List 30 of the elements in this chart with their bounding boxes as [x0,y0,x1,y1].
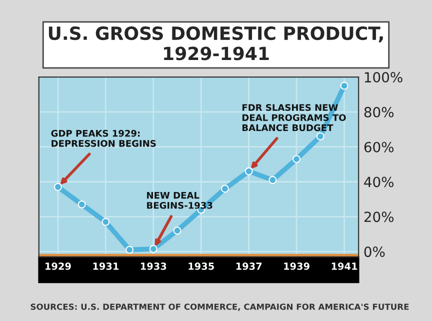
point [149,244,158,253]
x-tick-label: 1935 [188,262,214,270]
y-tick-label: 20% [364,212,394,222]
chart-title: U.S. GROSS DOMESTIC PRODUCT, 1929-1941 [48,26,383,60]
annotation: GDP PEAKS 1929: DEPRESSION BEGINS [51,130,156,147]
source-note: SOURCES: U.S. DEPARTMENT OF COMMERCE, CAMPAIGN FOR AMERICA'S FUTURE [30,304,409,311]
point [340,82,348,90]
point [126,246,134,254]
x-tick-label: 1933 [140,262,166,270]
x-tick-label: 1939 [284,262,310,270]
point [54,183,62,191]
point [173,226,182,235]
annotation: NEW DEAL BEGINS-1933 [147,192,212,209]
point [292,155,301,164]
point [244,167,253,176]
y-tick-label: 80% [364,106,394,118]
y-tick-label: 0% [364,246,385,258]
x-tick-label: 1931 [93,262,119,270]
point [102,218,110,226]
y-tick-label: 40% [364,176,394,188]
y-tick-label: 60% [364,142,394,152]
y-tick-label: 100% [364,72,402,83]
point [268,176,277,184]
x-tick-label: 1941 [332,262,358,270]
x-tick-label: 1929 [46,262,71,270]
point [78,200,86,208]
point [316,132,324,140]
annotation: FDR SLASHES NEW DEAL PROGRAMS TO BALANCE BUDGET [242,104,346,132]
point [220,184,229,193]
x-tick-label: 1937 [236,262,262,270]
